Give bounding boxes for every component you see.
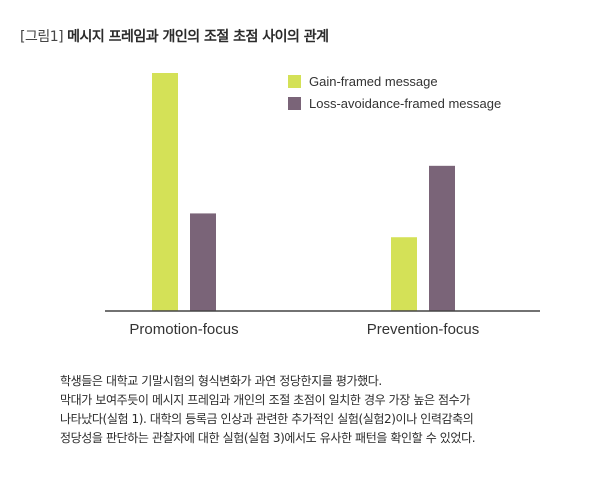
legend-swatch-gain (288, 74, 301, 88)
legend-label-gain: Gain-framed message (309, 73, 438, 89)
legend-label-loss: Loss-avoidance-framed message (309, 95, 502, 111)
figure-title: [그림1] 메시지 프레임과 개인의 조절 초점 사이의 관계 (20, 26, 329, 46)
caption-line: 막대가 보여주듯이 메시지 프레임과 개인의 조절 초점이 일치한 경우 가장 … (60, 393, 470, 407)
figure-tag: [그림1] (20, 29, 64, 45)
x-tick-label-prevention-focus: Prevention-focus (367, 321, 480, 338)
figure-title-text: 메시지 프레임과 개인의 조절 초점 사이의 관계 (67, 29, 329, 45)
caption-line: 학생들은 대학교 기말시험의 형식변화가 과연 정당한지를 평가했다. (60, 374, 382, 388)
caption-line: 나타났다(실험 1). 대학의 등록금 인상과 관련한 추가적인 실험(실험2)… (60, 412, 474, 426)
figure-caption: 학생들은 대학교 기말시험의 형식변화가 과연 정당한지를 평가했다. 막대가 … (60, 372, 590, 448)
bar-group (152, 73, 455, 311)
bar-loss-prevention-focus (429, 165, 455, 311)
legend-swatch-loss (288, 96, 301, 110)
legend-item-gain: Gain-framed message (288, 70, 501, 92)
x-tick-label-promotion-focus: Promotion-focus (129, 321, 238, 338)
bar-gain-promotion-focus (152, 73, 178, 311)
chart-legend: Gain-framed message Loss-avoidance-frame… (288, 70, 501, 114)
legend-item-loss: Loss-avoidance-framed message (288, 92, 501, 114)
bar-gain-prevention-focus (391, 237, 417, 311)
caption-line: 정당성을 판단하는 관찰자에 대한 실험(실험 3)에서도 유사한 패턴을 확인… (60, 431, 476, 445)
bar-loss-promotion-focus (190, 213, 216, 311)
bar-chart: Promotion-focus Prevention-focus (105, 73, 540, 338)
